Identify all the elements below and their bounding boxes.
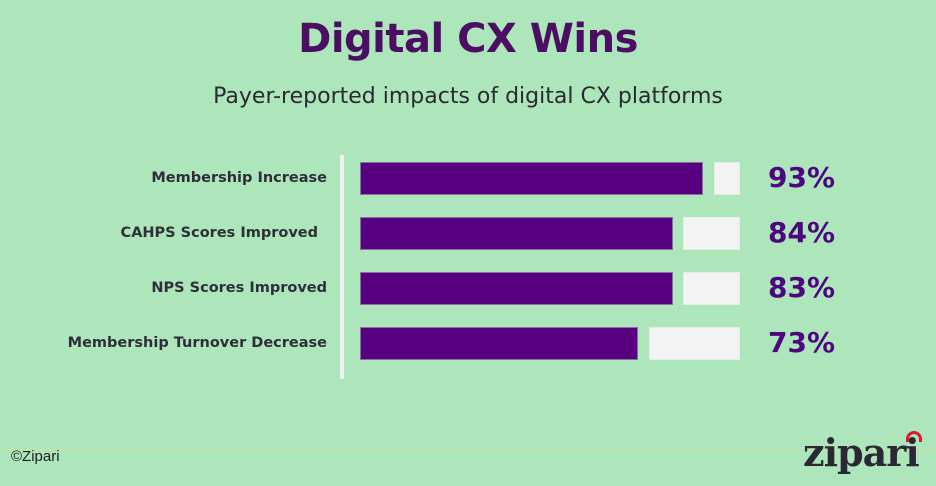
bar-row-membership-turnover-decrease: Membership Turnover Decrease 73% [0, 326, 936, 360]
bar-row-nps-scores-improved: NPS Scores Improved 83% [0, 271, 936, 305]
remainder-bar [683, 217, 740, 250]
chart-subtitle: Payer-reported impacts of digital CX pla… [213, 84, 723, 109]
remainder-bar [714, 162, 740, 195]
footer-divider [0, 449, 936, 450]
bar-row-cahps-scores-improved: CAHPS Scores Improved 84% [0, 216, 936, 250]
chart-title: Digital CX Wins [298, 16, 638, 62]
value-bar [360, 327, 638, 360]
category-label: NPS Scores Improved [151, 280, 327, 296]
category-label: Membership Turnover Decrease [67, 335, 327, 351]
copyright-text: ©Zipari [11, 448, 60, 465]
value-bar [360, 162, 703, 195]
remainder-bar [683, 272, 740, 305]
value-bar [360, 272, 673, 305]
value-label: 73% [768, 326, 836, 359]
category-axis-line [340, 155, 344, 379]
value-label: 84% [768, 216, 836, 249]
zipari-logo: zipari [803, 430, 920, 475]
value-bar [360, 217, 673, 250]
value-label: 93% [768, 161, 836, 194]
value-label: 83% [768, 271, 836, 304]
bar-row-membership-increase: Membership Increase 93% [0, 161, 936, 195]
logo-arc-icon [906, 431, 922, 442]
category-label: CAHPS Scores Improved [120, 225, 318, 241]
category-label: Membership Increase [151, 170, 327, 186]
remainder-bar [649, 327, 740, 360]
